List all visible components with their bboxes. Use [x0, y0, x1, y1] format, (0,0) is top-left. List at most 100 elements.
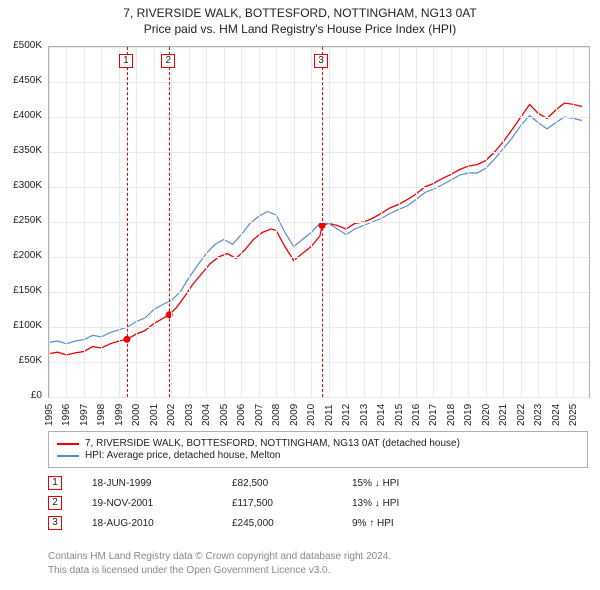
event-row: 2 19-NOV-2001 £117,500 13% ↓ HPI	[48, 496, 399, 510]
x-tick-label: 2023	[533, 404, 544, 426]
gridline	[49, 327, 589, 328]
gridline	[189, 47, 190, 397]
x-tick-label: 2001	[149, 404, 160, 426]
gridline	[206, 47, 207, 397]
event-row: 118-JUN-1999£82,50015% ↓ HPI	[48, 476, 399, 490]
x-tick-label: 2002	[166, 404, 177, 426]
legend: 7, RIVERSIDE WALK, BOTTESFORD, NOTTINGHA…	[48, 431, 588, 468]
event-delta: 15% ↓ HPI	[352, 478, 399, 489]
gridline	[364, 47, 365, 397]
event-date: 19-NOV-2001	[92, 498, 202, 509]
event-delta: 9% ↑ HPI	[352, 518, 394, 529]
x-tick-label: 2016	[411, 404, 422, 426]
attribution: Contains HM Land Registry data © Crown c…	[48, 550, 391, 577]
attribution-line: This data is licensed under the Open Gov…	[48, 564, 391, 578]
x-tick-label: 2019	[463, 404, 474, 426]
event-marker-line	[169, 47, 170, 397]
gridline	[468, 47, 469, 397]
gridline	[49, 257, 589, 258]
x-tick-label: 2018	[446, 404, 457, 426]
event-marker-line	[322, 47, 323, 397]
gridline	[49, 117, 589, 118]
gridline	[49, 187, 589, 188]
y-tick-label: £50K	[0, 355, 42, 366]
gridline	[329, 47, 330, 397]
gridline	[49, 82, 589, 83]
gridline	[49, 47, 589, 48]
x-tick-label: 2007	[254, 404, 265, 426]
x-tick-label: 2009	[289, 404, 300, 426]
x-tick-label: 2014	[376, 404, 387, 426]
gridline	[416, 47, 417, 397]
event-row-badge: 3	[48, 516, 62, 530]
gridline	[451, 47, 452, 397]
event-row: 318-AUG-2010£245,0009% ↑ HPI	[48, 516, 399, 530]
event-marker-badge: 2	[161, 54, 175, 68]
x-tick-label: 2011	[324, 404, 335, 426]
x-tick-label: 2025	[568, 404, 579, 426]
x-tick-label: 2006	[236, 404, 247, 426]
page-subtitle: Price paid vs. HM Land Registry's House …	[10, 22, 590, 36]
gridline	[381, 47, 382, 397]
x-tick-label: 2024	[551, 404, 562, 426]
event-price: £117,500	[232, 498, 322, 509]
page-title: 7, RIVERSIDE WALK, BOTTESFORD, NOTTINGHA…	[10, 6, 590, 20]
gridline	[224, 47, 225, 397]
gridline	[49, 292, 589, 293]
x-tick-label: 2020	[481, 404, 492, 426]
x-tick-label: 1999	[114, 404, 125, 426]
gridline	[154, 47, 155, 397]
x-tick-label: 1995	[44, 404, 55, 426]
event-row-badge: 2	[48, 496, 62, 510]
y-tick-label: £500K	[0, 40, 42, 51]
x-tick-label: 2015	[394, 404, 405, 426]
gridline	[119, 47, 120, 397]
x-tick-label: 1996	[61, 404, 72, 426]
gridline	[66, 47, 67, 397]
gridline	[49, 152, 589, 153]
event-price: £245,000	[232, 518, 322, 529]
gridline	[399, 47, 400, 397]
legend-row: 7, RIVERSIDE WALK, BOTTESFORD, NOTTINGHA…	[57, 438, 579, 449]
x-tick-label: 2000	[131, 404, 142, 426]
gridline	[294, 47, 295, 397]
x-tick-label: 2021	[498, 404, 509, 426]
legend-label: 7, RIVERSIDE WALK, BOTTESFORD, NOTTINGHA…	[85, 438, 460, 449]
gridline	[556, 47, 557, 397]
gridline	[49, 47, 50, 397]
x-tick-label: 1998	[96, 404, 107, 426]
gridline	[101, 47, 102, 397]
gridline	[259, 47, 260, 397]
legend-swatch	[57, 443, 79, 445]
event-marker-badge: 1	[119, 54, 133, 68]
events-table: 118-JUN-1999£82,50015% ↓ HPI 2 19-NOV-2001…	[48, 470, 399, 536]
gridline	[84, 47, 85, 397]
gridline	[49, 397, 589, 398]
legend-row: HPI: Average price, detached house, Melt…	[57, 450, 579, 461]
y-tick-label: £0	[0, 390, 42, 401]
event-delta: 13% ↓ HPI	[352, 498, 399, 509]
series-line-price_paid	[49, 103, 582, 355]
y-tick-label: £150K	[0, 285, 42, 296]
gridline	[49, 362, 589, 363]
gridline	[538, 47, 539, 397]
event-marker-line	[127, 47, 128, 397]
attribution-line: Contains HM Land Registry data © Crown c…	[48, 550, 391, 564]
gridline	[486, 47, 487, 397]
gridline	[241, 47, 242, 397]
event-date: 18-JUN-1999	[92, 478, 202, 489]
gridline	[276, 47, 277, 397]
y-tick-label: £300K	[0, 180, 42, 191]
gridline	[49, 222, 589, 223]
y-tick-label: £350K	[0, 145, 42, 156]
legend-swatch	[57, 455, 79, 457]
gridline	[573, 47, 574, 397]
x-tick-label: 2012	[341, 404, 352, 426]
x-tick-label: 2004	[201, 404, 212, 426]
series-line-hpi	[49, 116, 582, 344]
x-tick-label: 2017	[428, 404, 439, 426]
y-tick-label: £100K	[0, 320, 42, 331]
event-marker-badge: 3	[314, 54, 328, 68]
y-tick-label: £400K	[0, 110, 42, 121]
x-tick-label: 2010	[306, 404, 317, 426]
